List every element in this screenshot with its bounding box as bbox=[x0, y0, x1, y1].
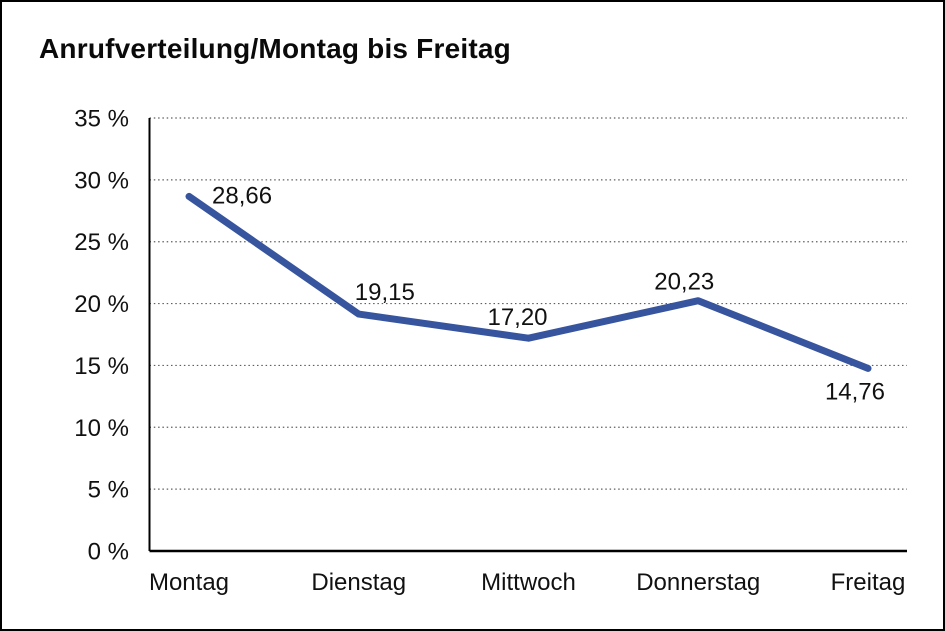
y-tick-label: 15 % bbox=[74, 353, 129, 380]
data-point-label: 17,20 bbox=[487, 304, 547, 331]
y-tick-label: 30 % bbox=[74, 167, 129, 194]
y-tick-label: 25 % bbox=[74, 229, 129, 256]
y-tick-label: 20 % bbox=[74, 291, 129, 318]
x-category-label: Mittwoch bbox=[481, 569, 576, 596]
data-point-label: 14,76 bbox=[825, 378, 885, 405]
y-tick-label: 10 % bbox=[74, 415, 129, 442]
y-tick-label: 5 % bbox=[88, 477, 129, 504]
data-point-label: 19,15 bbox=[355, 279, 415, 306]
x-category-label: Freitag bbox=[831, 569, 906, 596]
x-category-label: Donnerstag bbox=[636, 569, 760, 596]
x-category-label: Dienstag bbox=[311, 569, 406, 596]
chart-title: Anrufverteilung/Montag bis Freitag bbox=[39, 33, 511, 64]
x-category-label: Montag bbox=[149, 569, 229, 596]
y-tick-label: 35 % bbox=[74, 106, 129, 133]
data-point-label: 20,23 bbox=[654, 269, 714, 296]
y-tick-label: 0 % bbox=[88, 539, 129, 566]
data-line-anrufverteilung bbox=[185, 192, 872, 372]
data-point-label: 28,66 bbox=[212, 182, 272, 209]
